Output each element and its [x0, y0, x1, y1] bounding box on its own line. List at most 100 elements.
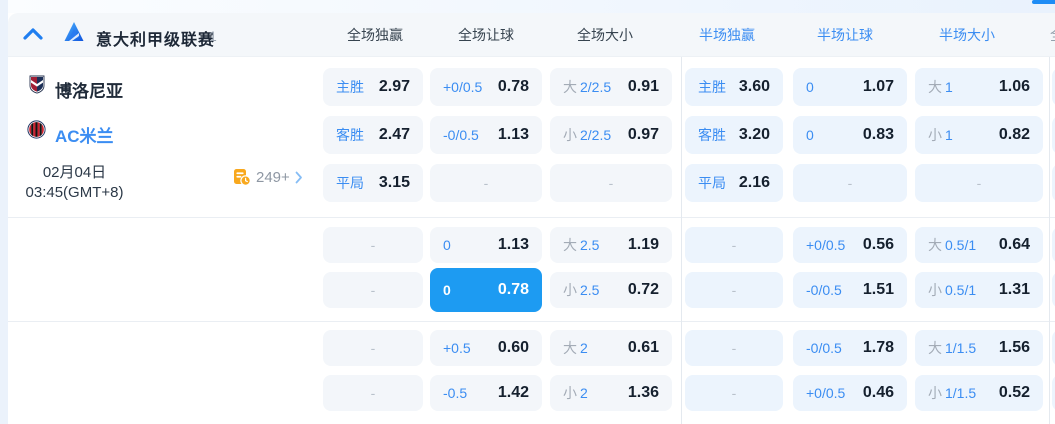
page-background-strip-top [8, 0, 1055, 13]
odds-cell-full-overunder[interactable]: 大 2.5 1.19 [550, 227, 672, 263]
overunder-prefix: 大 [563, 79, 577, 95]
odds-cell-full-win[interactable]: 主胜 2.97 [323, 68, 423, 106]
odds-cell-full-win[interactable]: 平局 3.15 [323, 164, 423, 202]
odds-value: 1.13 [497, 236, 529, 253]
overunder-prefix: 大 [563, 237, 577, 253]
odds-label: 0.5/1 [945, 282, 977, 298]
overunder-prefix: 小 [563, 127, 577, 143]
odds-label: 2.5 [580, 237, 600, 253]
odds-cell-half-win: - [685, 227, 783, 263]
odds-cell-half-overunder[interactable]: 小 1 0.82 [915, 116, 1043, 154]
odds-value: 0.61 [627, 339, 659, 356]
column-header-half-overunder: 半场大小 [939, 27, 995, 43]
away-team-name[interactable]: AC米兰 [55, 127, 114, 146]
league-title: 意大利甲级联赛 [96, 32, 216, 49]
odds-cell-half-overunder[interactable]: 小 1/1.5 0.52 [915, 375, 1043, 411]
overflow-odds-cell [1052, 116, 1055, 154]
empty-odds: - [483, 175, 489, 191]
odds-value: 1.19 [627, 236, 659, 253]
odds-cell-full-overunder[interactable]: 小 2.5 0.72 [550, 272, 672, 308]
odds-value: 0.64 [998, 236, 1030, 253]
overflow-odds-cell [1052, 164, 1055, 202]
odds-value: 0.82 [998, 126, 1030, 143]
odds-cell-full-win[interactable]: 客胜 2.47 [323, 116, 423, 154]
chevron-up-icon [23, 28, 43, 40]
empty-odds: - [370, 385, 376, 401]
overunder-prefix: 小 [928, 282, 942, 298]
odds-cell-half-win[interactable]: 主胜 3.60 [685, 68, 783, 106]
odds-cell-half-handicap[interactable]: 0 1.07 [793, 68, 907, 106]
odds-row: - -0.5 1.42 小 2 1.36 - +0/0.5 0.46 小 1/1.5 0.5… [0, 375, 1055, 411]
odds-cell-half-overunder[interactable]: 大 1/1.5 1.56 [915, 330, 1043, 366]
match-date: 02月04日 [42, 164, 107, 181]
odds-label: +0/0.5 [806, 385, 846, 401]
odds-cell-full-overunder[interactable]: 小 2/2.5 0.97 [550, 116, 672, 154]
odds-cell-half-handicap[interactable]: +0/0.5 0.56 [793, 227, 907, 263]
odds-cell-full-handicap[interactable]: +0/0.5 0.78 [430, 68, 542, 106]
home-team-name[interactable]: 博洛尼亚 [55, 82, 123, 101]
odds-label: 0 [806, 79, 814, 95]
odds-cell-full-handicap-selected[interactable]: 0 0.78 [430, 268, 542, 312]
column-header-overflow-fragment: 全 [1050, 13, 1055, 57]
odds-cell-half-handicap[interactable]: -0/0.5 1.51 [793, 272, 907, 308]
odds-cell-half-handicap[interactable]: -0/0.5 1.78 [793, 330, 907, 366]
empty-odds: - [731, 385, 737, 401]
odds-label: 1 [945, 79, 953, 95]
odds-cell-half-overunder[interactable]: 大 1 1.06 [915, 68, 1043, 106]
odds-value: 0.72 [627, 281, 659, 298]
section-divider [8, 217, 1055, 218]
odds-cell-half-handicap[interactable]: 0 0.83 [793, 116, 907, 154]
odds-cell-half-win[interactable]: 平局 2.16 [685, 164, 783, 202]
odds-cell-half-win[interactable]: 客胜 3.20 [685, 116, 783, 154]
column-group-divider [681, 57, 682, 424]
odds-label: +0/0.5 [806, 237, 846, 253]
odds-label: 0 [443, 237, 451, 253]
empty-odds: - [731, 237, 737, 253]
odds-cell-full-handicap[interactable]: -0.5 1.42 [430, 375, 542, 411]
odds-cell-half-overunder[interactable]: 大 0.5/1 0.64 [915, 227, 1043, 263]
odds-value: 1.13 [497, 126, 529, 143]
league-match-count: 1 [209, 28, 217, 44]
odds-label: 2 [580, 385, 588, 401]
empty-odds: - [847, 175, 853, 191]
empty-odds: - [731, 282, 737, 298]
empty-odds: - [370, 282, 376, 298]
odds-value: 0.60 [497, 339, 529, 356]
odds-value: 0.46 [862, 384, 894, 401]
column-group-divider [1049, 57, 1050, 424]
odds-row: 主胜 2.97 +0/0.5 0.78 大 2/2.5 0.91 主胜 3.60 0 1.0… [0, 68, 1055, 106]
odds-label: -0/0.5 [806, 340, 842, 356]
odds-value: 0.97 [627, 126, 659, 143]
odds-value: 3.60 [738, 78, 770, 95]
odds-cell-full-overunder[interactable]: 大 2/2.5 0.91 [550, 68, 672, 106]
odds-cell-full-handicap[interactable]: 0 1.13 [430, 227, 542, 263]
scroll-indicator [1032, 0, 1055, 4]
odds-cell-full-handicap[interactable]: -0/0.5 1.13 [430, 116, 542, 154]
chevron-right-icon [295, 171, 302, 183]
odds-value: 1.36 [627, 384, 659, 401]
odds-value: 1.06 [998, 78, 1030, 95]
odds-value: 3.20 [738, 126, 770, 143]
odds-label: 平局 [336, 175, 364, 191]
serie-a-logo-icon [63, 21, 85, 48]
odds-cell-half-handicap: - [793, 164, 907, 202]
odds-value: 2.97 [378, 78, 410, 95]
overunder-prefix: 大 [928, 237, 942, 253]
more-odds-count: 249+ [256, 168, 290, 186]
odds-cell-half-overunder[interactable]: 小 0.5/1 1.31 [915, 272, 1043, 308]
column-header-full-win: 全场独赢 [347, 27, 403, 43]
column-header-full-overunder: 全场大小 [577, 27, 633, 43]
odds-cell-full-win: - [323, 272, 423, 308]
empty-odds: - [370, 237, 376, 253]
odds-cell-half-handicap[interactable]: +0/0.5 0.46 [793, 375, 907, 411]
odds-value: 0.78 [497, 78, 529, 95]
odds-label: -0/0.5 [806, 282, 842, 298]
more-odds-button[interactable]: 249+ [233, 168, 303, 186]
odds-cell-full-handicap[interactable]: +0.5 0.60 [430, 330, 542, 366]
empty-odds: - [370, 340, 376, 356]
overunder-prefix: 大 [563, 340, 577, 356]
collapse-league-button[interactable] [23, 27, 43, 40]
odds-cell-full-overunder[interactable]: 大 2 0.61 [550, 330, 672, 366]
odds-cell-full-overunder[interactable]: 小 2 1.36 [550, 375, 672, 411]
odds-value: 0.56 [862, 236, 894, 253]
